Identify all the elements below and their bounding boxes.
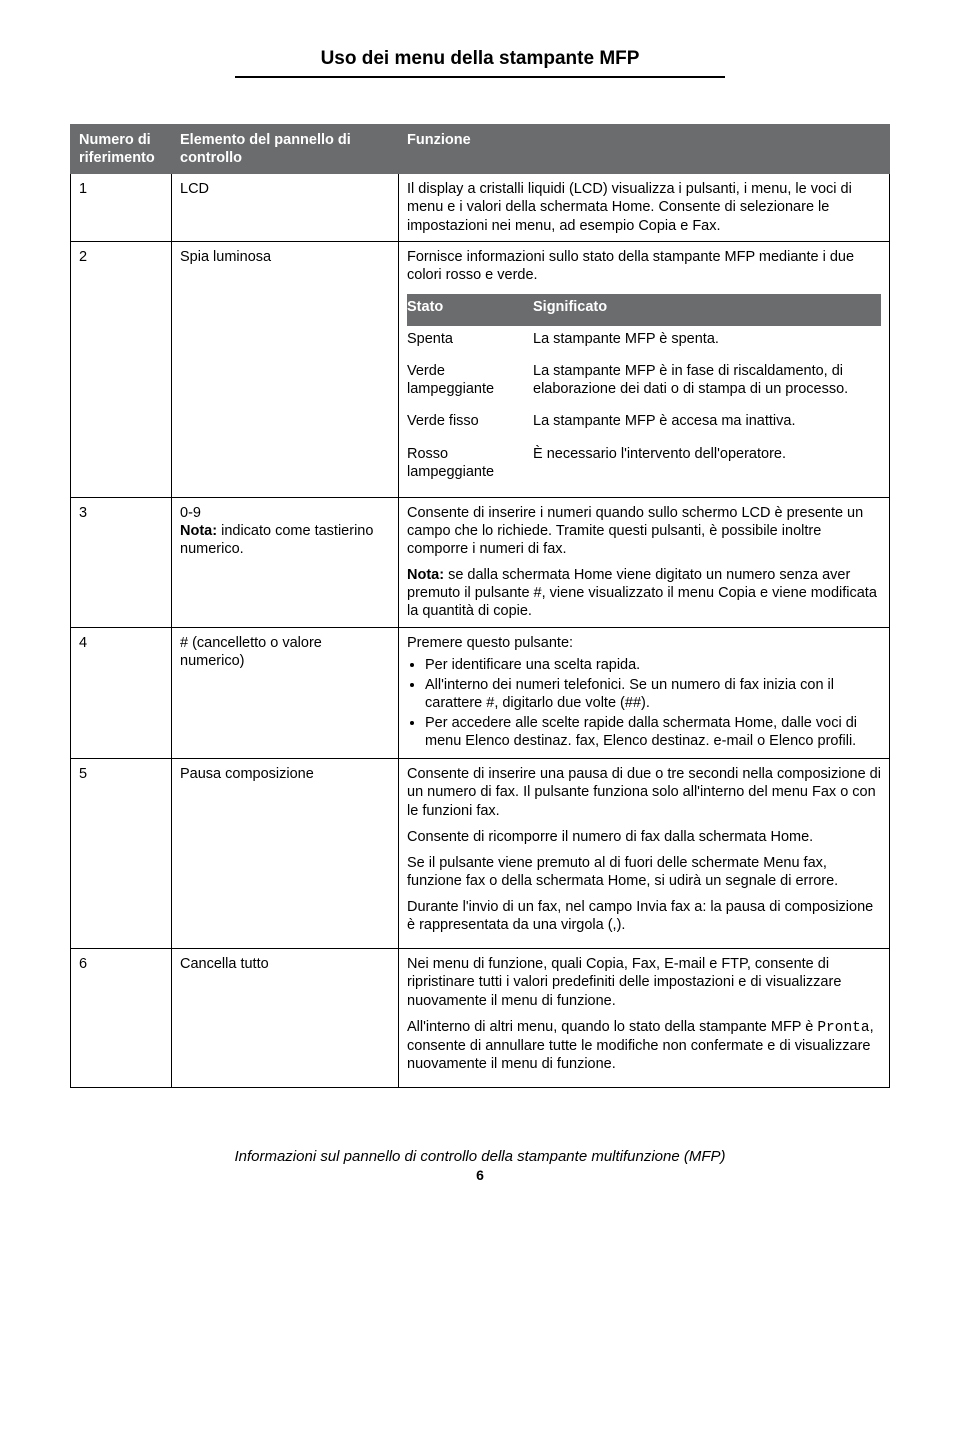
func-text: Nei menu di funzione, quali Copia, Fax, … (407, 955, 881, 1009)
cell-num: 2 (71, 241, 172, 497)
footer-page-number: 6 (70, 1167, 890, 1183)
table-row: 6 Cancella tutto Nei menu di funzione, q… (71, 949, 890, 1088)
note-label: Nota: (180, 523, 217, 539)
table-row: 4 # (cancelletto o valore numerico) Prem… (71, 627, 890, 759)
table-row: 2 Spia luminosa Fornisce informazioni su… (71, 241, 890, 497)
status-label: Rosso lampeggiante (407, 441, 533, 491)
col-header-num: Numero di riferimento (71, 125, 172, 174)
title-rule (235, 76, 725, 78)
func-text: Durante l'invio di un fax, nel campo Inv… (407, 898, 881, 934)
cell-num: 1 (71, 174, 172, 241)
status-header-significato: Significato (533, 294, 881, 326)
cell-func: Il display a cristalli liquidi (LCD) vis… (399, 174, 890, 241)
elem-note: Nota: indicato come tastierino numerico. (180, 522, 390, 558)
status-desc: La stampante MFP è spenta. (533, 326, 881, 358)
func-note: Nota: se dalla schermata Home viene digi… (407, 566, 881, 620)
table-row: 1 LCD Il display a cristalli liquidi (LC… (71, 174, 890, 241)
cell-num: 6 (71, 949, 172, 1088)
status-table: Stato Significato Spenta La stampante MF… (407, 294, 881, 491)
func-text: Consente di inserire una pausa di due o … (407, 765, 881, 819)
table-row: 5 Pausa composizione Consente di inserir… (71, 759, 890, 949)
table-row: 3 0-9 Nota: indicato come tastierino num… (71, 497, 890, 627)
cell-num: 3 (71, 497, 172, 627)
status-header-stato: Stato (407, 294, 533, 326)
status-label: Verde fisso (407, 408, 533, 440)
cell-func: Fornisce informazioni sullo stato della … (399, 241, 890, 497)
func-lead: Premere questo pulsante: (407, 634, 881, 652)
func-text: Se il pulsante viene premuto al di fuori… (407, 854, 881, 890)
status-desc: È necessario l'intervento dell'operatore… (533, 441, 881, 491)
bullet-list: Per identificare una scelta rapida. All'… (407, 656, 881, 751)
table-header-row: Numero di riferimento Elemento del panne… (71, 125, 890, 174)
list-item: All'interno dei numeri telefonici. Se un… (425, 676, 881, 712)
main-table: Numero di riferimento Elemento del panne… (70, 124, 890, 1088)
page-title: Uso dei menu della stampante MFP (70, 48, 890, 70)
func-text-mono: Pronta (817, 1020, 869, 1036)
cell-func: Consente di inserire i numeri quando sul… (399, 497, 890, 627)
cell-func: Consente di inserire una pausa di due o … (399, 759, 890, 949)
status-label: Spenta (407, 326, 533, 358)
col-header-func: Funzione (399, 125, 890, 174)
status-desc: La stampante MFP è in fase di riscaldame… (533, 358, 881, 408)
cell-elem: Spia luminosa (172, 241, 399, 497)
func-intro: Fornisce informazioni sullo stato della … (407, 248, 881, 284)
status-desc: La stampante MFP è accesa ma inattiva. (533, 408, 881, 440)
cell-elem: Cancella tutto (172, 949, 399, 1088)
cell-elem: 0-9 Nota: indicato come tastierino numer… (172, 497, 399, 627)
cell-func: Premere questo pulsante: Per identificar… (399, 627, 890, 759)
col-header-elem: Elemento del pannello di controllo (172, 125, 399, 174)
func-text: Consente di ricomporre il numero di fax … (407, 828, 881, 846)
list-item: Per identificare una scelta rapida. (425, 656, 881, 674)
footer-text: Informazioni sul pannello di controllo d… (70, 1148, 890, 1165)
cell-elem: LCD (172, 174, 399, 241)
func-text-part: All'interno di altri menu, quando lo sta… (407, 1019, 817, 1035)
cell-num: 4 (71, 627, 172, 759)
list-item: Per accedere alle scelte rapide dalla sc… (425, 714, 881, 750)
func-text: Consente di inserire i numeri quando sul… (407, 504, 881, 558)
note-text: se dalla schermata Home viene digitato u… (407, 567, 877, 619)
cell-elem: # (cancelletto o valore numerico) (172, 627, 399, 759)
cell-func: Nei menu di funzione, quali Copia, Fax, … (399, 949, 890, 1088)
cell-num: 5 (71, 759, 172, 949)
elem-title: 0-9 (180, 504, 390, 522)
cell-elem: Pausa composizione (172, 759, 399, 949)
page-footer: Informazioni sul pannello di controllo d… (70, 1148, 890, 1183)
note-label: Nota: (407, 567, 444, 583)
status-label: Verde lampeggiante (407, 358, 533, 408)
func-text: All'interno di altri menu, quando lo sta… (407, 1018, 881, 1073)
